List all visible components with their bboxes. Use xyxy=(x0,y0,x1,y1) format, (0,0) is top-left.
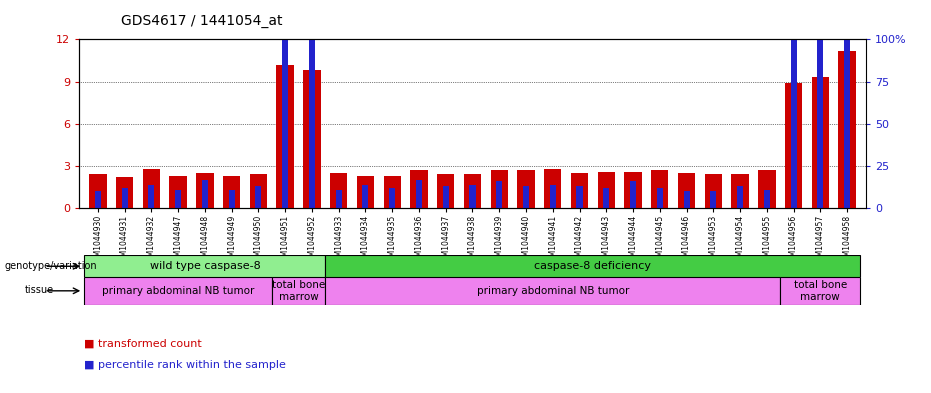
Bar xyxy=(678,173,695,208)
Bar xyxy=(325,277,780,305)
Bar xyxy=(325,255,860,277)
Bar xyxy=(603,188,609,208)
Bar xyxy=(544,169,561,208)
Bar xyxy=(683,191,690,208)
Bar xyxy=(148,185,155,208)
Bar xyxy=(732,174,749,208)
Bar xyxy=(95,191,101,208)
Bar xyxy=(309,39,315,208)
Bar xyxy=(85,255,325,277)
Bar xyxy=(737,186,743,208)
Bar xyxy=(362,185,369,208)
Bar xyxy=(336,190,342,208)
Bar xyxy=(196,173,213,208)
Text: ■ percentile rank within the sample: ■ percentile rank within the sample xyxy=(84,360,286,371)
Bar xyxy=(229,190,235,208)
Bar xyxy=(469,185,476,208)
Text: genotype/variation: genotype/variation xyxy=(5,261,97,272)
Bar xyxy=(223,176,240,208)
Bar xyxy=(304,70,320,208)
Bar xyxy=(330,173,347,208)
Text: total bone
marrow: total bone marrow xyxy=(272,280,325,301)
Bar xyxy=(250,174,267,208)
Bar xyxy=(411,170,427,208)
Bar xyxy=(89,174,106,208)
Bar xyxy=(384,176,401,208)
Bar xyxy=(442,186,449,208)
Text: primary abdominal NB tumor: primary abdominal NB tumor xyxy=(477,286,629,296)
Bar xyxy=(705,174,722,208)
Text: tissue: tissue xyxy=(25,285,54,295)
Bar xyxy=(255,186,262,208)
Text: ■ transformed count: ■ transformed count xyxy=(84,339,201,349)
Bar xyxy=(357,176,374,208)
Bar xyxy=(785,83,803,208)
Bar xyxy=(416,180,422,208)
Bar xyxy=(464,174,481,208)
Bar xyxy=(518,170,534,208)
Bar xyxy=(491,170,508,208)
Bar xyxy=(169,176,187,208)
Bar xyxy=(630,181,636,208)
Bar xyxy=(790,39,797,208)
Bar xyxy=(282,39,289,208)
Bar xyxy=(85,277,272,305)
Bar xyxy=(523,186,529,208)
Bar xyxy=(122,188,128,208)
Bar xyxy=(598,172,615,208)
Bar xyxy=(389,188,396,208)
Bar xyxy=(651,170,668,208)
Text: wild type caspase-8: wild type caspase-8 xyxy=(150,261,261,271)
Bar xyxy=(142,169,160,208)
Bar xyxy=(817,39,823,208)
Text: primary abdominal NB tumor: primary abdominal NB tumor xyxy=(102,286,254,296)
Bar xyxy=(780,277,860,305)
Bar xyxy=(549,185,556,208)
Text: GDS4617 / 1441054_at: GDS4617 / 1441054_at xyxy=(121,14,282,28)
Bar xyxy=(437,174,454,208)
Bar xyxy=(202,180,208,208)
Bar xyxy=(656,188,663,208)
Text: total bone
marrow: total bone marrow xyxy=(794,280,847,301)
Bar xyxy=(763,190,770,208)
Bar xyxy=(175,190,182,208)
Bar xyxy=(839,51,856,208)
Bar xyxy=(496,181,503,208)
Text: caspase-8 deficiency: caspase-8 deficiency xyxy=(534,261,652,271)
Bar xyxy=(277,64,294,208)
Bar xyxy=(116,177,133,208)
Bar xyxy=(576,186,583,208)
Bar xyxy=(812,77,829,208)
Bar xyxy=(758,170,776,208)
Bar xyxy=(272,277,325,305)
Bar xyxy=(710,191,716,208)
Bar xyxy=(625,172,641,208)
Bar xyxy=(571,173,588,208)
Bar xyxy=(844,39,850,208)
